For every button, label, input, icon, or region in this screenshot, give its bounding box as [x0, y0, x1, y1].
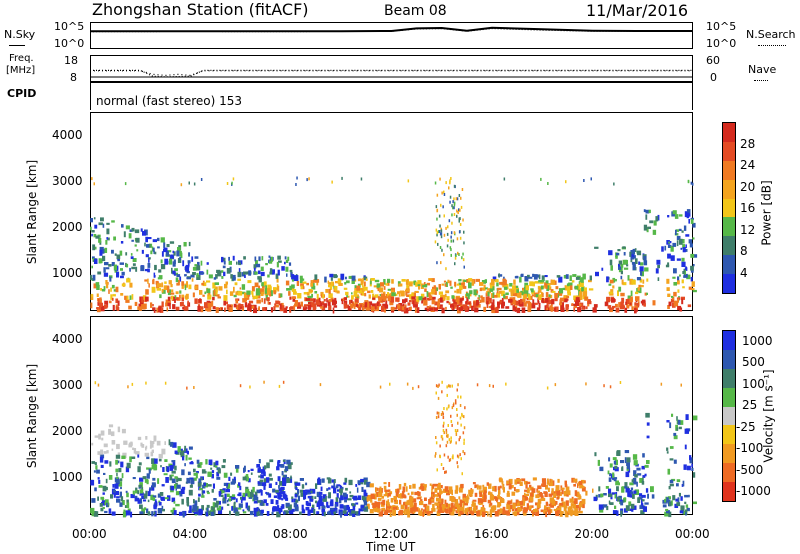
- y-tick-label: 2000: [52, 424, 83, 439]
- colorbar-tick-label: 20: [740, 179, 756, 194]
- x-tick-label: 20:00: [574, 527, 610, 541]
- nsky-right-bottom: 10^0: [706, 37, 737, 50]
- beam-label: Beam 08: [384, 3, 447, 19]
- x-tick-label: 08:00: [273, 527, 308, 541]
- colorbar-tick-label: 28: [740, 136, 756, 151]
- colorbar-segment: [723, 236, 735, 256]
- colorbar-segment: [723, 463, 735, 482]
- y-tick-label: 4000: [52, 332, 83, 347]
- colorbar-segment: [723, 255, 735, 274]
- heatmap-cells: [90, 380, 698, 518]
- heatmap-cells: [90, 176, 698, 314]
- nsky-y-bottom: 10^0: [54, 37, 85, 50]
- colorbar-segment: [723, 160, 735, 180]
- nsky-panel-frame: [90, 22, 693, 49]
- cpid-label: CPID: [7, 87, 37, 100]
- station-title: Zhongshan Station (fitACF): [92, 0, 309, 19]
- colorbar-tick-label: 24: [740, 158, 756, 172]
- velocity-ylabel: Slant Range [km]: [25, 363, 40, 469]
- velocity-colorbar: [722, 330, 736, 502]
- nsearch-right-label: N.Search: [746, 28, 796, 41]
- y-tick-label: 3000: [52, 174, 83, 189]
- colorbar-tick-label: 12: [740, 222, 756, 237]
- nave-dotted-legend: [754, 80, 768, 81]
- power-colorbar: [722, 122, 736, 294]
- y-tick-label: 1000: [52, 266, 83, 281]
- x-tick-label: 12:00: [373, 527, 409, 541]
- power-heatmap: [90, 176, 698, 314]
- colorbar-segment: [723, 387, 735, 407]
- freq-series-line: [90, 70, 693, 77]
- x-tick-label: 00:00: [72, 527, 107, 541]
- y-tick-label: 3000: [52, 378, 83, 393]
- nsearch-dotted-legend: [758, 45, 786, 46]
- nsky-y-top: 10^5: [54, 20, 85, 33]
- colorbar-tick-label: -100: [736, 441, 764, 456]
- nsky-right-top: 10^5: [706, 20, 737, 33]
- colorbar-segment: [723, 425, 735, 445]
- colorbar-tick-label: -25: [736, 419, 756, 434]
- freq-left-label-2: [MHz]: [6, 65, 36, 76]
- n-search-series-line: [89, 28, 693, 33]
- colorbar-tick-label: 4: [740, 265, 748, 280]
- x-tick-label: 00:00: [675, 527, 710, 541]
- colorbar-segment: [723, 274, 735, 293]
- nave-right-label: Nave: [748, 63, 777, 76]
- colorbar-tick-label: 500: [742, 355, 765, 370]
- x-axis-label: Time UT: [366, 540, 416, 554]
- x-tick-label: 16:00: [474, 527, 509, 541]
- freq-right-bottom: 0: [710, 71, 717, 84]
- freq-left-top: 18: [64, 54, 78, 67]
- colorbar-segment: [723, 141, 735, 161]
- y-tick-label: 2000: [52, 220, 83, 235]
- colorbar-tick-label: 1000: [742, 333, 773, 348]
- velocity-heatmap: [90, 380, 698, 518]
- colorbar-segment: [723, 482, 735, 501]
- colorbar-segment: [723, 217, 735, 237]
- colorbar-segment: [723, 368, 735, 388]
- freq-lines: [90, 69, 693, 78]
- date-label: 11/Mar/2016: [586, 1, 689, 20]
- freq-panel-frame: [90, 55, 693, 82]
- colorbar-segment: [723, 198, 735, 218]
- freq-right-top: 60: [706, 54, 720, 67]
- colorbar-tick-label: 100: [742, 376, 765, 391]
- colorbar-segment: [723, 331, 735, 350]
- colorbar-tick-label: -500: [736, 462, 764, 477]
- colorbar-tick-label: 8: [740, 244, 748, 258]
- colorbar-segment: [723, 349, 735, 369]
- n-sky-series-line: [90, 26, 693, 33]
- colorbar-segment: [723, 444, 735, 464]
- nsky-underline: [9, 45, 25, 46]
- colorbar-segment: [723, 179, 735, 199]
- freq-left-bottom: 8: [70, 71, 77, 84]
- y-tick-label: 1000: [52, 470, 83, 485]
- power-colorbar-label: Power [dB]: [759, 180, 774, 246]
- colorbar-tick-label: 16: [740, 201, 756, 215]
- x-tick-label: 04:00: [172, 527, 208, 541]
- nsky-lines: [89, 26, 693, 33]
- cpid-panel-frame: [90, 82, 693, 110]
- power-ylabel: Slant Range [km]: [25, 159, 40, 265]
- freq-left-label-1: Freq.: [9, 53, 34, 64]
- y-tick-label: 4000: [52, 128, 83, 143]
- colorbar-segment: [723, 123, 735, 142]
- colorbar-segment: [723, 406, 735, 426]
- nsky-left-label: N.Sky: [4, 28, 36, 41]
- nave-series-line: [90, 69, 693, 78]
- cpid-text: normal (fast stereo) 153: [96, 94, 243, 108]
- colorbar-tick-label: 25: [742, 398, 758, 413]
- colorbar-tick-label: -1000: [736, 484, 771, 499]
